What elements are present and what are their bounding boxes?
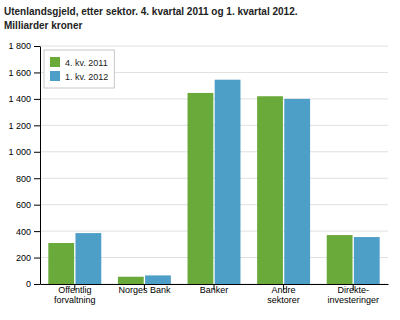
y-tick-mark bbox=[34, 125, 40, 126]
y-tick: 1 600 bbox=[8, 68, 40, 78]
y-tick-label: 1 200 bbox=[8, 121, 31, 131]
y-tick-mark bbox=[34, 99, 40, 100]
x-axis: Offentligforvaltning Norges Bank Banker And… bbox=[41, 284, 389, 305]
y-tick: 1 200 bbox=[8, 121, 40, 131]
chart-svg: Utenlandsgjeld, etter sektor. 4. kvartal… bbox=[0, 0, 400, 320]
x-tick-label-line: Norges Bank bbox=[118, 285, 171, 295]
y-tick: 600 bbox=[16, 200, 40, 210]
legend-item: 1. kv. 2012 bbox=[50, 71, 108, 82]
legend-item: 4. kv. 2011 bbox=[50, 57, 108, 68]
y-tick: 200 bbox=[16, 253, 40, 263]
legend: 4. kv. 2011 1. kv. 2012 bbox=[44, 50, 114, 88]
x-tick: Norges Bank bbox=[118, 284, 171, 295]
bar bbox=[257, 96, 283, 284]
x-tick: Banker bbox=[200, 284, 229, 295]
legend-swatch bbox=[50, 57, 60, 67]
series bbox=[75, 80, 379, 284]
y-axis: 0 200 400 600 800 1 000 1 200 1 400 1 600 1 800 bbox=[8, 41, 40, 289]
x-tick-label-line: Banker bbox=[200, 285, 229, 295]
y-tick-mark bbox=[34, 72, 40, 73]
x-tick-label-line: Direkte- bbox=[337, 285, 369, 295]
x-tick-label-line: investeringer bbox=[327, 295, 379, 305]
bar bbox=[145, 275, 171, 284]
x-tick-label: Direkte-investeringer bbox=[327, 285, 379, 305]
grid-line bbox=[40, 151, 388, 152]
x-tick-label-line: Offentlig bbox=[58, 285, 91, 295]
y-tick-mark bbox=[34, 258, 40, 259]
x-tick: Direkte-investeringer bbox=[327, 284, 379, 305]
y-tick: 1 000 bbox=[8, 147, 40, 157]
plot: 0 200 400 600 800 1 000 1 200 1 400 1 600 1 800 Of… bbox=[8, 41, 388, 305]
y-tick-label: 400 bbox=[16, 226, 31, 236]
y-tick-mark bbox=[34, 231, 40, 232]
legend-swatch bbox=[50, 71, 60, 81]
y-tick-label: 1 000 bbox=[8, 147, 31, 157]
y-tick-mark bbox=[34, 46, 40, 47]
bar bbox=[327, 235, 353, 284]
grid-line bbox=[40, 98, 388, 99]
y-tick-mark bbox=[34, 205, 40, 206]
x-tick-label-line: sektorer bbox=[267, 295, 300, 305]
bar bbox=[188, 93, 214, 284]
x-tick-label-line: forvaltning bbox=[54, 295, 96, 305]
x-tick-label: Andresektorer bbox=[267, 285, 300, 305]
y-tick-label: 1 600 bbox=[8, 68, 31, 78]
y-tick-mark bbox=[34, 152, 40, 153]
x-tick-label-line: Andre bbox=[272, 285, 296, 295]
y-tick-mark bbox=[34, 178, 40, 179]
grid-line bbox=[40, 178, 388, 179]
bar bbox=[284, 99, 310, 284]
bar bbox=[48, 243, 74, 284]
bar bbox=[75, 233, 101, 284]
y-tick-label: 200 bbox=[16, 253, 31, 263]
bar bbox=[118, 277, 144, 284]
x-tick: Andresektorer bbox=[267, 284, 300, 305]
series bbox=[48, 93, 352, 284]
y-tick: 1 400 bbox=[8, 94, 40, 104]
legend-label: 1. kv. 2012 bbox=[65, 72, 108, 82]
bar bbox=[215, 80, 241, 284]
y-tick: 0 bbox=[26, 279, 40, 289]
legend-label: 4. kv. 2011 bbox=[65, 58, 108, 68]
x-tick-label: Banker bbox=[200, 285, 229, 295]
y-tick: 400 bbox=[16, 226, 40, 236]
y-tick: 800 bbox=[16, 174, 40, 184]
chart-container: Utenlandsgjeld, etter sektor. 4. kvartal… bbox=[0, 0, 400, 320]
grid-line bbox=[40, 231, 388, 232]
bars bbox=[48, 80, 379, 284]
x-tick: Offentligforvaltning bbox=[54, 284, 96, 305]
y-tick-label: 0 bbox=[26, 279, 31, 289]
grid-line bbox=[40, 204, 388, 205]
grid-line bbox=[40, 46, 388, 47]
y-tick: 1 800 bbox=[8, 41, 40, 51]
x-tick-label: Offentligforvaltning bbox=[54, 285, 96, 305]
y-tick-label: 1 800 bbox=[8, 41, 31, 51]
y-tick-mark bbox=[34, 284, 40, 285]
legend-box bbox=[44, 50, 114, 88]
y-axis-line bbox=[40, 47, 41, 285]
y-tick-label: 800 bbox=[16, 174, 31, 184]
title: Utenlandsgjeld, etter sektor. 4. kvartal… bbox=[4, 6, 298, 17]
bar bbox=[354, 237, 380, 284]
x-tick-label: Norges Bank bbox=[118, 285, 171, 295]
y-tick-label: 600 bbox=[16, 200, 31, 210]
y-tick-label: 1 400 bbox=[8, 94, 31, 104]
subtitle: Milliarder kroner bbox=[4, 20, 82, 31]
grid bbox=[40, 46, 388, 284]
grid-line bbox=[40, 125, 388, 126]
